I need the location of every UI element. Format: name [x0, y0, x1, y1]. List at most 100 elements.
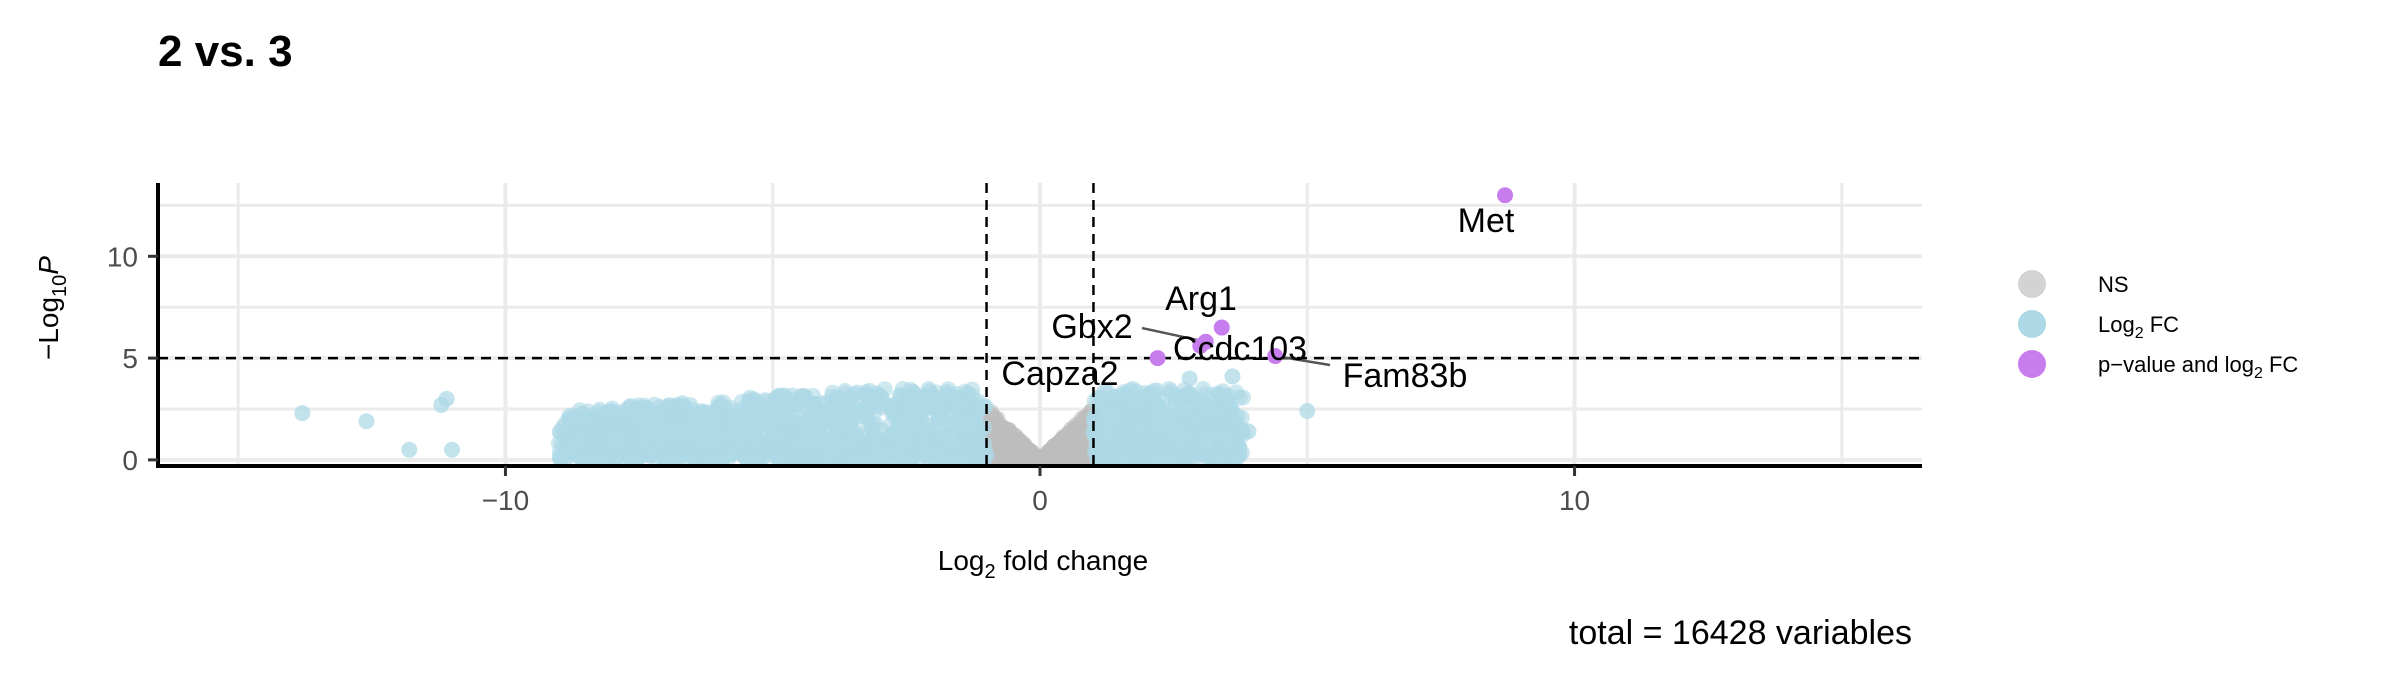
fc-point — [881, 426, 898, 443]
fc-point — [945, 417, 962, 434]
fc-point — [744, 422, 761, 439]
tick-labels: −10 0 10 0 5 10 — [107, 241, 1590, 516]
fc-outlier-point — [1224, 368, 1241, 385]
fc-point — [940, 381, 957, 398]
fc-point — [721, 445, 738, 462]
fc-point — [706, 451, 723, 468]
fc-point — [793, 388, 810, 405]
ns-point — [1015, 436, 1032, 453]
fc-point — [1133, 431, 1150, 448]
gene-labels: Met Arg1 Gbx2 Ccdc103 Capza2 Fam83b — [1001, 202, 1514, 395]
fc-point — [657, 399, 674, 416]
fc-point — [786, 417, 803, 434]
fc-point — [785, 450, 802, 467]
gene-label: Fam83b — [1343, 357, 1468, 395]
fc-point — [922, 423, 939, 440]
gene-label: Capza2 — [1001, 355, 1118, 393]
fc-point — [873, 399, 890, 416]
fc-point — [1177, 389, 1194, 406]
label-connector — [1141, 326, 1206, 344]
significant-point — [1149, 350, 1166, 367]
legend-key-both — [2018, 350, 2046, 378]
point-cloud — [294, 368, 1316, 468]
fc-point — [722, 425, 739, 442]
fc-point — [561, 442, 578, 459]
fc-point — [1211, 398, 1228, 415]
fc-point — [631, 440, 648, 457]
fc-point — [1162, 385, 1179, 402]
fc-point — [806, 396, 823, 413]
significant-point — [1213, 319, 1230, 336]
grid-lines — [158, 183, 1922, 466]
fc-point — [576, 420, 593, 437]
fc-point — [619, 401, 636, 418]
fc-point — [602, 406, 619, 423]
fc-point — [930, 405, 947, 422]
fc-point — [686, 447, 703, 464]
fc-point — [676, 412, 693, 429]
fc-point — [1120, 408, 1137, 425]
fc-point — [1190, 408, 1207, 425]
fc-point — [654, 442, 671, 459]
fc-outlier-point — [358, 413, 375, 430]
fc-point — [775, 403, 792, 420]
x-tick-label: −10 — [482, 485, 530, 516]
ns-point — [992, 424, 1009, 441]
fc-point — [607, 451, 624, 468]
fc-point — [1171, 448, 1188, 465]
fc-outlier-point — [1181, 370, 1198, 387]
fc-point — [938, 429, 955, 446]
chart-title: 2 vs. 3 — [158, 27, 293, 76]
fc-outlier-point — [1299, 403, 1316, 420]
significant-points — [1149, 187, 1514, 367]
fc-point — [928, 450, 945, 467]
y-tick-label: 10 — [107, 241, 138, 272]
fc-point — [774, 391, 791, 408]
legend: NS Log2 FC p−value and log2 FC — [2018, 270, 2298, 382]
fc-point — [1092, 427, 1109, 444]
fc-point — [965, 413, 982, 430]
fc-outlier-point — [438, 390, 455, 407]
fc-point — [977, 444, 994, 461]
cutoff-lines — [158, 183, 1922, 466]
fc-point — [1095, 393, 1112, 410]
fc-point — [948, 398, 965, 415]
fc-point — [552, 423, 569, 440]
gene-label: Ccdc103 — [1173, 330, 1307, 368]
significant-point — [1267, 348, 1284, 365]
fc-point — [713, 402, 730, 419]
significant-point — [1497, 187, 1514, 204]
label-connectors — [1141, 326, 1331, 367]
fc-point — [857, 384, 874, 401]
fc-point — [1133, 449, 1150, 466]
fc-point — [848, 425, 865, 442]
fc-point — [1214, 383, 1231, 400]
x-axis-title: Log2 fold change — [938, 545, 1148, 583]
fc-point — [856, 407, 873, 424]
fc-point — [1150, 402, 1167, 419]
fc-point — [1105, 407, 1122, 424]
y-tick-label: 5 — [122, 343, 138, 374]
fc-point — [961, 446, 978, 463]
legend-key-ns — [2018, 270, 2046, 298]
fc-outlier-point — [401, 441, 418, 458]
gene-label: Arg1 — [1165, 280, 1237, 318]
fc-point — [657, 428, 674, 445]
ns-point — [1061, 429, 1078, 446]
gene-label: Gbx2 — [1051, 308, 1132, 346]
legend-label-ns: NS — [2098, 272, 2129, 297]
ns-point — [1053, 451, 1070, 468]
fc-point — [671, 440, 688, 457]
fc-point — [816, 451, 833, 468]
fc-point — [774, 450, 791, 467]
ns-point — [1050, 439, 1067, 456]
fc-point — [731, 405, 748, 422]
fc-point — [760, 415, 777, 432]
gene-label: Met — [1458, 202, 1515, 240]
fc-outlier-point — [1240, 423, 1257, 440]
legend-key-fc — [2018, 310, 2046, 338]
fc-point — [894, 381, 911, 398]
x-tick-label: 10 — [1559, 485, 1590, 516]
fc-point — [742, 394, 759, 411]
fc-point — [808, 429, 825, 446]
